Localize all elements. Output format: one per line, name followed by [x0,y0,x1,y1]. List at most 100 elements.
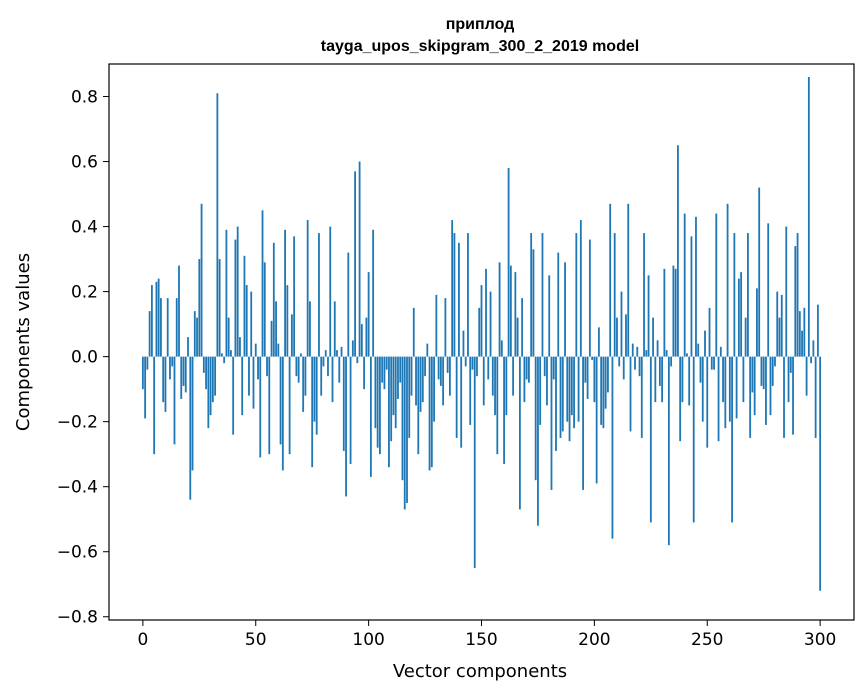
bar [214,356,217,396]
bar [663,268,666,357]
bar [665,350,668,357]
bar [304,356,307,396]
bar [534,356,537,481]
bar [652,317,654,357]
bar [740,272,743,357]
bar [737,278,740,357]
bar [442,356,445,406]
bar [331,356,334,403]
bar [141,356,144,390]
y-axis-ticks: −0.8 −0.6 −0.4 −0.2 0.0 0.2 0.4 0.6 0.8 [57,88,109,628]
bar [690,236,693,357]
bar [313,356,316,422]
bar [381,356,384,383]
bar [530,233,533,357]
bar [397,356,399,399]
bar [722,356,724,403]
bar [234,239,237,357]
bar [776,291,779,357]
bar [794,246,797,357]
bar [812,340,815,357]
bar [708,307,711,357]
bar [505,356,508,416]
bar [336,350,338,357]
bar [798,311,801,357]
bar [356,356,359,364]
bar [146,356,149,370]
bar [290,314,293,357]
chart-subtitle: tayga_upos_skipgram_300_2_2019 model [321,38,639,55]
bar [695,216,697,357]
bar [647,275,650,357]
bar [514,272,517,357]
bar [810,356,813,364]
bar [482,356,485,406]
bar [539,356,542,425]
bar [649,356,652,523]
bar-series [141,77,822,591]
bar [546,356,548,406]
bar [792,356,794,435]
bar [715,213,718,357]
bar [658,356,661,386]
bar [595,356,598,484]
bar [512,356,515,396]
bar [602,356,605,429]
bar [819,356,822,591]
bar [756,288,758,357]
bar [552,356,555,380]
bar [807,77,810,357]
bar [713,356,715,370]
bar [760,356,763,386]
bar [360,324,363,357]
bar [408,356,411,438]
bar [394,356,397,429]
y-tick-label: −0.2 [57,413,98,433]
bar [681,356,684,403]
bar [559,356,562,438]
bar [656,340,659,357]
bar [503,356,505,464]
bar [322,356,325,367]
bar [489,291,492,357]
bar [254,343,257,357]
bar [710,356,713,370]
bar [620,291,623,357]
bar [171,356,174,367]
bar [674,268,677,357]
bar [218,259,221,357]
bar [417,356,420,455]
bar [369,356,372,477]
bar [767,223,770,357]
bar [166,298,169,357]
bar [537,356,539,526]
bar [724,356,727,429]
bar [367,272,370,357]
bar [281,356,284,471]
bar [584,356,587,383]
bar [494,356,496,416]
bar [778,317,781,357]
bar [460,356,463,448]
x-tick-label: 0 [137,630,148,650]
bar [771,356,774,386]
bar [306,220,309,357]
bar [625,314,627,357]
bar [169,356,171,380]
bar [638,356,641,377]
bar [613,233,616,357]
bar [345,356,347,497]
y-tick-label: 0.6 [71,153,98,173]
bar [162,356,165,403]
bar [500,340,503,357]
bar [597,327,600,357]
bar [243,255,246,357]
bar [573,356,575,429]
bar [193,311,196,357]
bar [385,356,388,370]
bar [207,356,210,429]
bar [198,259,201,357]
bar [349,356,352,464]
x-tick-label: 150 [465,630,497,650]
